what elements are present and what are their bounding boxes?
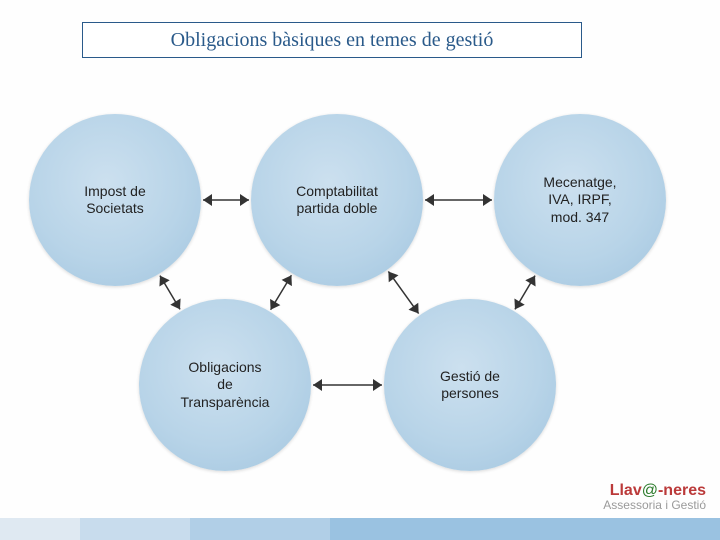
node-compta: Comptabilitatpartida doble — [251, 114, 423, 286]
title-box: Obligacions bàsiques en temes de gestió — [82, 22, 582, 58]
footer-segment — [190, 518, 330, 540]
footer-segment — [330, 518, 720, 540]
footer-segment — [80, 518, 190, 540]
node-label: Comptabilitatpartida doble — [284, 183, 390, 218]
brand-tail: -neres — [658, 482, 706, 499]
node-gestio: Gestió depersones — [384, 299, 556, 471]
brand-main: Llav — [610, 482, 642, 499]
title-text: Obligacions bàsiques en temes de gestió — [171, 29, 494, 52]
brand-at: @ — [642, 482, 658, 499]
node-label: Mecenatge,IVA, IRPF,mod. 347 — [531, 174, 628, 227]
node-label: ObligacionsdeTransparència — [169, 359, 282, 412]
footer-bar — [0, 518, 720, 540]
footer-segment — [0, 518, 80, 540]
node-mecen: Mecenatge,IVA, IRPF,mod. 347 — [494, 114, 666, 286]
node-impost: Impost deSocietats — [29, 114, 201, 286]
brand-block: Llav@-neres Assessoria i Gestió — [603, 482, 706, 512]
node-transp: ObligacionsdeTransparència — [139, 299, 311, 471]
node-label: Gestió depersones — [428, 368, 512, 403]
brand-sub: Assessoria i Gestió — [603, 498, 706, 512]
diagram-stage: Obligacions bàsiques en temes de gestió … — [0, 0, 720, 540]
node-label: Impost deSocietats — [72, 183, 157, 218]
